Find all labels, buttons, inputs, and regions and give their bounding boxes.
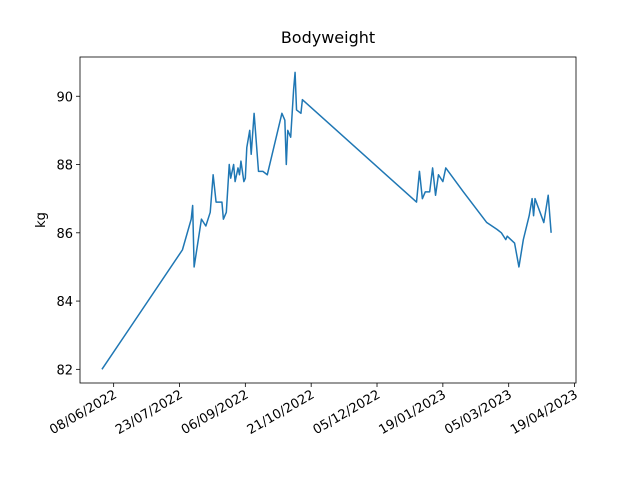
y-tick-label: 90 — [56, 90, 73, 105]
x-tick-label: 21/10/2022 — [245, 387, 317, 437]
chart-title: Bodyweight — [281, 28, 375, 47]
x-tick-label: 05/12/2022 — [311, 387, 383, 437]
x-tick-label: 23/07/2022 — [113, 387, 185, 437]
y-tick-label: 88 — [56, 159, 73, 174]
plot-frame — [79, 56, 577, 384]
line-series — [101, 71, 552, 370]
y-tick-label: 82 — [56, 363, 73, 378]
y-axis-label: kg — [34, 212, 49, 228]
x-tick-label: 19/04/2023 — [508, 387, 580, 437]
x-tick-label: 05/03/2023 — [442, 387, 514, 437]
y-tick-label: 84 — [56, 295, 73, 310]
y-tick-label: 86 — [56, 227, 73, 242]
x-tick-label: 06/09/2022 — [179, 387, 251, 437]
x-tick-label: 19/01/2023 — [376, 387, 448, 437]
x-tick-label: 08/06/2022 — [47, 387, 119, 437]
